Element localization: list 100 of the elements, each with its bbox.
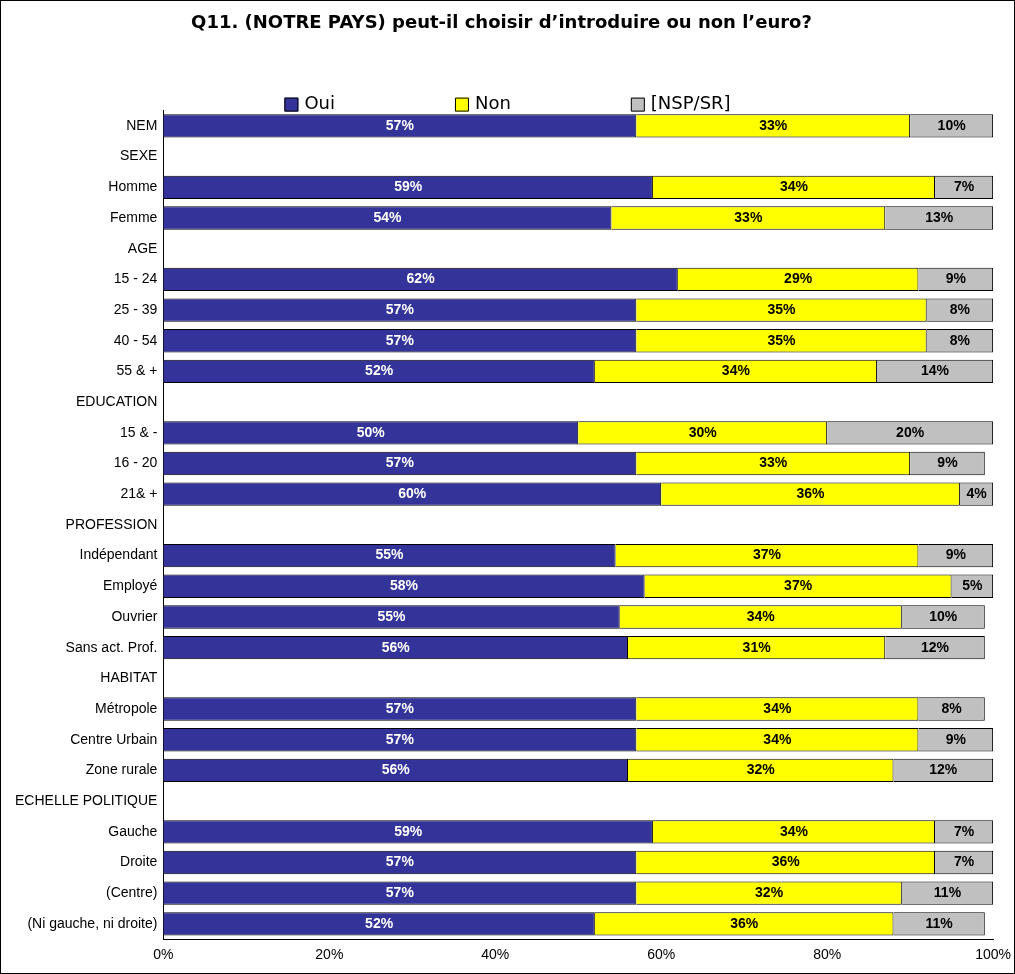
data-label: 35% bbox=[767, 331, 797, 348]
data-label: 13% bbox=[925, 208, 954, 225]
data-label: 9% bbox=[945, 546, 967, 563]
data-label: 4% bbox=[966, 485, 988, 502]
y-tick-label: 15 & - bbox=[120, 423, 158, 440]
data-label: 9% bbox=[937, 454, 959, 471]
y-tick-label: Homme bbox=[108, 178, 158, 195]
data-label: 10% bbox=[937, 116, 967, 133]
y-tick-label: Centre Urbain bbox=[70, 730, 158, 747]
y-tick-label: 25 - 39 bbox=[113, 300, 158, 317]
y-tick-label: Ouvrier bbox=[111, 607, 158, 624]
y-tick-label: NEM bbox=[126, 116, 158, 133]
y-tick-label: 16 - 20 bbox=[113, 454, 158, 471]
data-label: 57% bbox=[385, 300, 415, 317]
data-label: 52% bbox=[365, 914, 394, 931]
data-label: 37% bbox=[784, 577, 813, 594]
y-tick-label: Femme bbox=[109, 208, 158, 225]
data-label: 54% bbox=[373, 208, 402, 225]
data-label: 57% bbox=[385, 331, 415, 348]
data-label: 12% bbox=[929, 761, 958, 778]
x-tick-label: 40% bbox=[481, 946, 510, 963]
data-label: 57% bbox=[385, 853, 415, 870]
data-label: 55% bbox=[377, 607, 407, 624]
legend-label: [NSP/SR] bbox=[650, 92, 731, 114]
data-label: 57% bbox=[385, 699, 415, 716]
y-tick-label: Métropole bbox=[95, 699, 158, 716]
y-tick-label: (Ni gauche, ni droite) bbox=[27, 914, 158, 931]
y-tick-label: Indépendant bbox=[79, 546, 158, 563]
chart-title: Q11. (NOTRE PAYS) peut-il choisir d’introduire ou non l’euro? bbox=[191, 11, 812, 33]
y-tick-label: Droite bbox=[120, 853, 158, 870]
data-label: 57% bbox=[385, 116, 415, 133]
data-label: 36% bbox=[771, 853, 801, 870]
data-label: 30% bbox=[688, 423, 718, 440]
data-label: 7% bbox=[953, 178, 975, 195]
y-tick-label: ECHELLE POLITIQUE bbox=[14, 791, 158, 808]
y-tick-label: 55 & + bbox=[116, 362, 158, 379]
y-tick-label: HABITAT bbox=[100, 669, 158, 686]
data-label: 11% bbox=[925, 914, 954, 931]
data-label: 31% bbox=[742, 638, 772, 655]
y-tick-label: 40 - 54 bbox=[113, 331, 158, 348]
data-label: 57% bbox=[385, 730, 415, 747]
data-label: 56% bbox=[381, 638, 411, 655]
data-label: 8% bbox=[941, 699, 963, 716]
data-label: 33% bbox=[734, 208, 763, 225]
data-label: 7% bbox=[953, 853, 975, 870]
data-label: 37% bbox=[752, 546, 782, 563]
data-label: 20% bbox=[896, 423, 925, 440]
x-tick-label: 0% bbox=[153, 946, 174, 963]
x-tick-label: 100% bbox=[975, 946, 1011, 963]
y-tick-label: 21& + bbox=[120, 485, 158, 502]
data-label: 11% bbox=[933, 884, 962, 901]
y-tick-label: PROFESSION bbox=[65, 515, 158, 532]
data-label: 10% bbox=[929, 607, 958, 624]
data-label: 34% bbox=[779, 822, 809, 839]
y-tick-label: SEXE bbox=[120, 147, 158, 164]
legend-label: Oui bbox=[304, 92, 335, 114]
y-tick-label: Gauche bbox=[108, 822, 158, 839]
data-label: 32% bbox=[755, 884, 784, 901]
y-tick-label: (Centre) bbox=[106, 884, 158, 901]
data-label: 62% bbox=[406, 270, 436, 287]
data-label: 56% bbox=[381, 761, 411, 778]
y-tick-label: EDUCATION bbox=[75, 393, 158, 409]
data-label: 9% bbox=[945, 270, 967, 287]
data-label: 9% bbox=[945, 730, 967, 747]
data-label: 8% bbox=[949, 331, 971, 348]
data-label: 34% bbox=[763, 730, 792, 747]
data-label: 52% bbox=[365, 362, 394, 379]
data-label: 34% bbox=[779, 178, 809, 195]
data-label: 35% bbox=[767, 300, 797, 317]
y-tick-label: Zone rurale bbox=[85, 761, 158, 778]
y-tick-label: 15 - 24 bbox=[113, 270, 158, 287]
data-label: 50% bbox=[356, 423, 386, 440]
data-label: 33% bbox=[759, 116, 788, 133]
data-label: 8% bbox=[949, 300, 971, 317]
data-label: 59% bbox=[394, 822, 423, 839]
data-label: 58% bbox=[389, 577, 419, 594]
y-tick-label: Sans act. Prof. bbox=[65, 638, 158, 655]
data-label: 14% bbox=[921, 362, 950, 379]
data-label: 29% bbox=[784, 270, 813, 287]
data-label: 7% bbox=[953, 822, 975, 839]
data-label: 57% bbox=[385, 454, 415, 471]
data-label: 55% bbox=[375, 546, 405, 563]
data-label: 34% bbox=[746, 607, 776, 624]
x-tick-label: 60% bbox=[647, 946, 676, 963]
x-tick-label: 20% bbox=[315, 946, 344, 963]
data-label: 34% bbox=[721, 362, 751, 379]
y-tick-label: Employé bbox=[102, 577, 158, 594]
data-label: 33% bbox=[759, 454, 788, 471]
data-label: 36% bbox=[796, 485, 826, 502]
x-tick-label: 80% bbox=[813, 946, 842, 963]
legend-label: Non bbox=[474, 92, 511, 114]
y-tick-label: AGE bbox=[127, 239, 158, 256]
data-label: 60% bbox=[398, 485, 427, 502]
data-label: 36% bbox=[730, 914, 759, 931]
data-label: 12% bbox=[921, 638, 950, 655]
data-label: 32% bbox=[746, 761, 776, 778]
data-label: 59% bbox=[394, 178, 423, 195]
data-label: 5% bbox=[962, 577, 984, 594]
data-label: 57% bbox=[385, 884, 415, 901]
data-label: 34% bbox=[763, 699, 792, 716]
